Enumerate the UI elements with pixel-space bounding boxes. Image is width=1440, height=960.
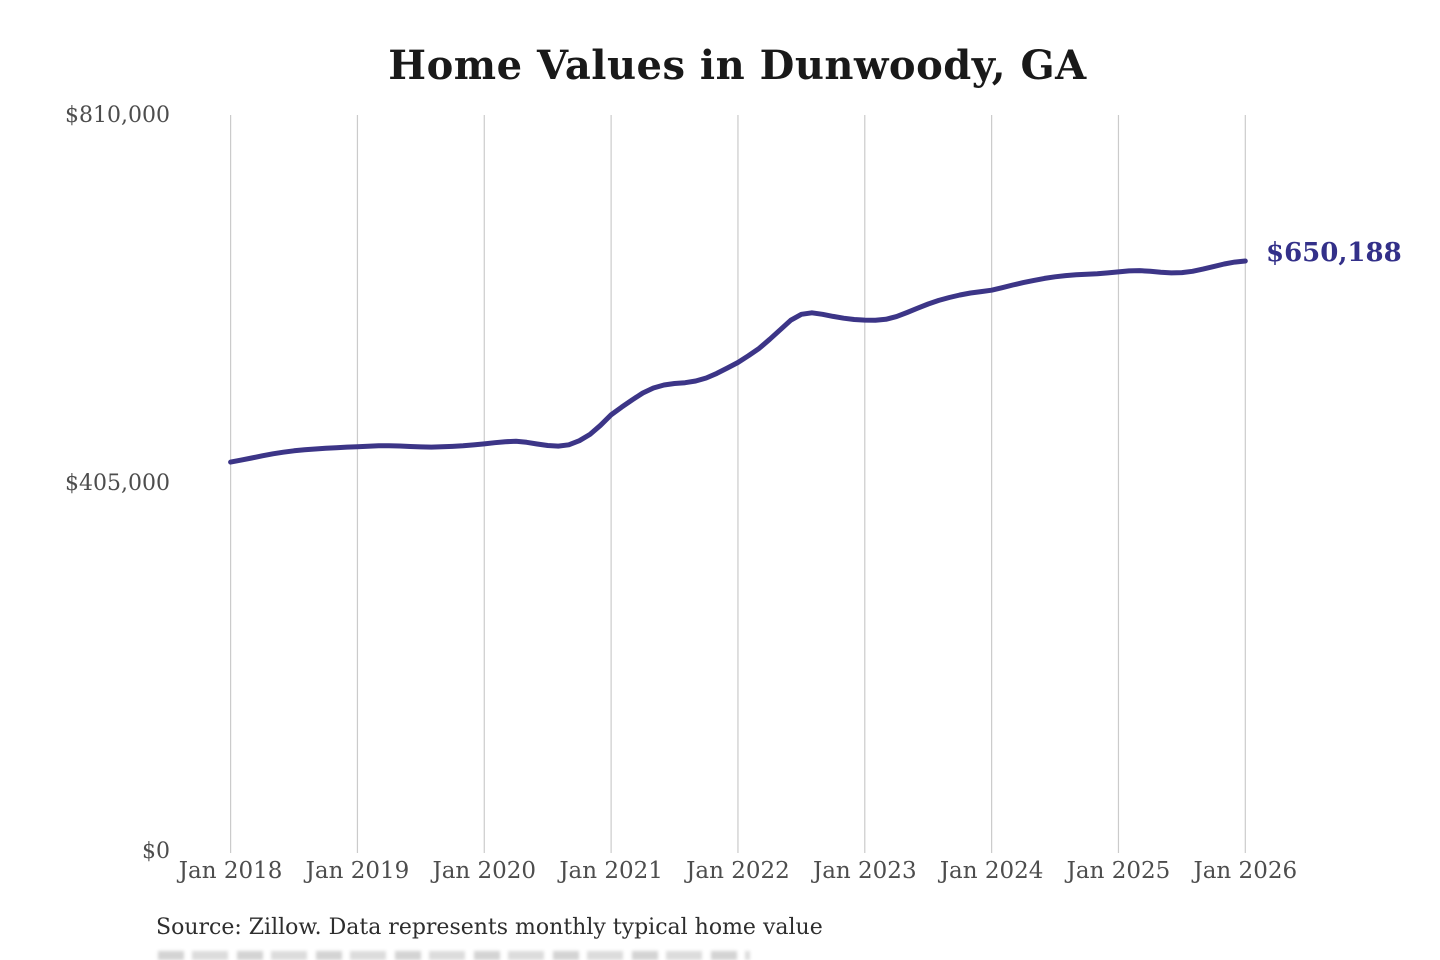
x-axis-tick-label: Jan 2022 [686, 858, 790, 884]
vertical-gridlines [230, 115, 1246, 853]
x-axis-tick-label: Jan 2020 [432, 858, 537, 884]
x-axis-tick-label: Jan 2026 [1193, 858, 1298, 884]
x-axis-tick-label: Jan 2021 [559, 858, 663, 884]
y-axis-tick-label: $810,000 [65, 102, 170, 128]
x-axis-tick-label: Jan 2025 [1066, 858, 1171, 884]
x-axis-tick-label: Jan 2019 [305, 858, 410, 884]
x-axis-tick-label: Jan 2018 [178, 858, 283, 884]
home-value-line [228, 258, 1248, 465]
y-axis-tick-label: $405,000 [65, 470, 170, 496]
x-axis-tick-label: Jan 2024 [939, 858, 1044, 884]
y-axis-tick-label: $0 [142, 839, 170, 865]
clipped-text-row [158, 951, 750, 960]
latest-value-label: $650,188 [1266, 238, 1402, 268]
source-note: Source: Zillow. Data represents monthly … [156, 915, 823, 940]
x-axis-tick-label: Jan 2023 [812, 858, 917, 884]
chart-title: Home Values in Dunwoody, GA [388, 42, 1087, 89]
